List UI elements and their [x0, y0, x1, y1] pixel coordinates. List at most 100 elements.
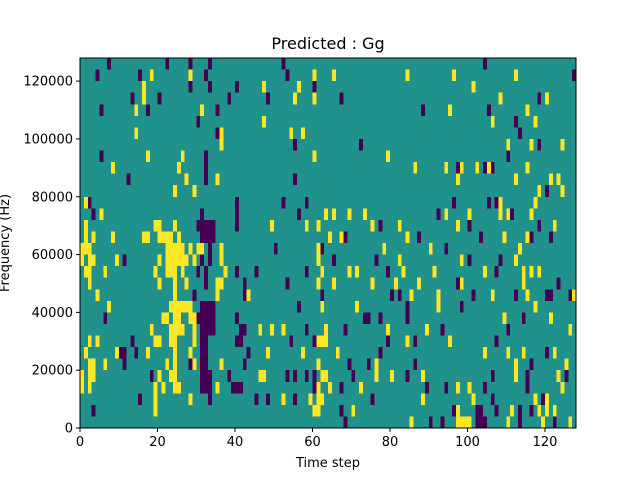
heatmap-cell-low [235, 312, 239, 324]
heatmap-cell-low [188, 358, 193, 371]
heatmap-cell-high [149, 69, 154, 82]
heatmap-cell-high [111, 231, 115, 243]
heatmap-cell-high [498, 196, 503, 209]
heatmap-cell-low [87, 196, 92, 209]
heatmap-cell-high [374, 370, 379, 382]
heatmap-cell-high [180, 266, 185, 278]
heatmap-cell-low [452, 404, 456, 417]
heatmap-cell-high [541, 416, 546, 428]
heatmap-cell-high [521, 347, 526, 359]
heatmap-cell-high [417, 277, 422, 290]
heatmap-cell-high [262, 370, 267, 382]
heatmap-cell-high [219, 138, 224, 151]
heatmap-cell-high [545, 393, 549, 405]
heatmap-cell-high [506, 416, 511, 428]
heatmap-cell-low [293, 370, 298, 382]
heatmap-cell-low [204, 300, 208, 313]
heatmap-cell-high [83, 266, 88, 278]
heatmap-cell-low [514, 289, 518, 301]
heatmap-cell-high [114, 347, 119, 359]
heatmap-cell-high [83, 243, 88, 255]
heatmap-cell-low [196, 312, 201, 324]
heatmap-cell-high [153, 381, 158, 394]
heatmap-cell-high [196, 243, 201, 255]
heatmap-cell-low [211, 312, 216, 324]
heatmap-cell-high [405, 231, 410, 243]
heatmap-cell-high [331, 208, 336, 220]
heatmap-cell-high [180, 300, 185, 313]
heatmap-cell-high [397, 219, 402, 232]
heatmap-cell-low [254, 266, 259, 278]
heatmap-cell-high [80, 381, 84, 394]
heatmap-cell-low [242, 289, 247, 301]
heatmap-cell-low [207, 323, 212, 336]
heatmap-cell-high [475, 162, 480, 174]
heatmap-cell-low [366, 358, 371, 371]
heatmap-cell-high [176, 243, 181, 255]
heatmap-cell-high [320, 335, 325, 348]
heatmap-cell-low [374, 254, 379, 267]
heatmap-cell-high [188, 243, 193, 255]
heatmap-cell-high [514, 173, 518, 186]
heatmap-cell-high [459, 277, 464, 290]
heatmap-cell-low [525, 370, 530, 382]
heatmap-cell-high [355, 266, 360, 278]
heatmap-cell-high [180, 150, 185, 163]
heatmap-cell-low [138, 69, 143, 82]
heatmap-cell-high [316, 404, 321, 417]
heatmap-cell-low [207, 81, 212, 93]
heatmap-cell-high [87, 243, 92, 255]
heatmap-cell-high [502, 231, 507, 243]
heatmap-cell-high [173, 370, 177, 382]
heatmap-cell-high [521, 266, 526, 278]
heatmap-cell-low [103, 312, 108, 324]
heatmap-cell-low [122, 254, 127, 267]
heatmap-cell-high [145, 231, 150, 243]
heatmap-cell-high [537, 185, 542, 197]
heatmap-cell-high [529, 138, 534, 151]
heatmap-cell-low [417, 231, 422, 243]
heatmap-cell-low [207, 231, 212, 243]
heatmap-cell-high [289, 127, 294, 139]
heatmap-cell-high [215, 277, 220, 290]
heatmap-cell-high [455, 416, 460, 428]
heatmap-cell-high [316, 335, 321, 348]
heatmap-cell-high [153, 266, 158, 278]
heatmap-cell-low [149, 370, 154, 382]
heatmap-cell-low [320, 243, 325, 255]
heatmap-cell-high [568, 323, 573, 336]
heatmap-cell-high [192, 312, 197, 324]
heatmap-cell-high [533, 300, 538, 313]
heatmap-cell-low [293, 138, 298, 151]
x-tick-label: 0 [76, 435, 84, 450]
heatmap-cell-low [479, 231, 484, 243]
heatmap-cell-low [227, 370, 232, 382]
heatmap-cell-high [324, 323, 329, 336]
heatmap-cell-low [378, 312, 383, 324]
y-axis-label: Frequency (Hz) [0, 194, 13, 292]
heatmap-cell-high [91, 254, 96, 267]
heatmap-cell-low [207, 312, 212, 324]
heatmap-cell-low [517, 416, 522, 428]
heatmap-cell-high [483, 347, 487, 359]
heatmap-cell-high [80, 370, 84, 382]
heatmap-cell-high [153, 393, 158, 405]
heatmap-cell-high [180, 243, 185, 255]
heatmap-cell-low [130, 92, 135, 105]
heatmap-cell-high [145, 347, 150, 359]
heatmap-cell-low [289, 335, 294, 348]
x-tick-label: 80 [382, 435, 399, 450]
heatmap-cell-low [293, 173, 298, 186]
heatmap-cell-low [285, 277, 290, 290]
heatmap-cell-high [188, 69, 193, 82]
y-tick-label: 60000 [32, 248, 73, 263]
heatmap-cell-high [219, 127, 224, 139]
heatmap-cell-high [506, 208, 511, 220]
heatmap-cell-high [328, 231, 332, 243]
heatmap-cell-high [324, 370, 329, 382]
heatmap-cell-high [188, 300, 193, 313]
heatmap-cell-high [91, 358, 96, 371]
heatmap-cell-low [359, 138, 363, 151]
heatmap-cell-low [200, 381, 205, 394]
